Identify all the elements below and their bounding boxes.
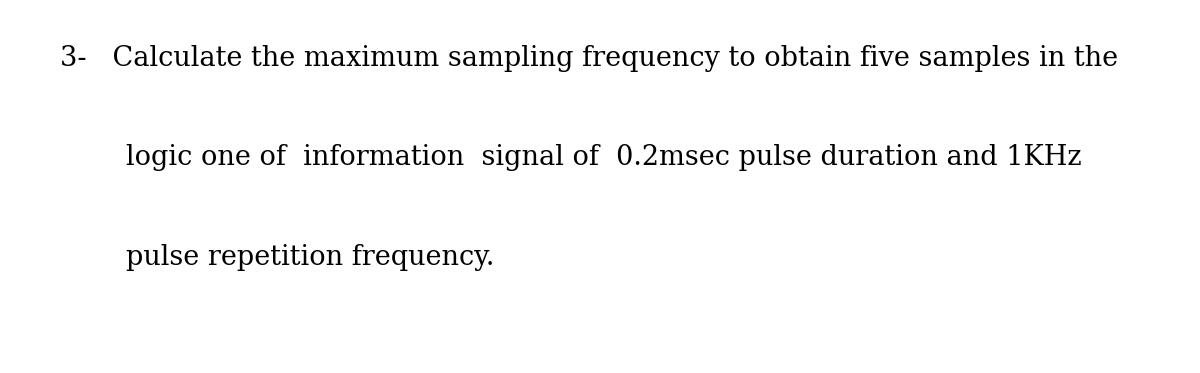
Text: 3-   Calculate the maximum sampling frequency to obtain five samples in the: 3- Calculate the maximum sampling freque… — [60, 45, 1118, 72]
Text: logic one of  information  signal of  0.2msec pulse duration and 1KHz: logic one of information signal of 0.2ms… — [126, 144, 1081, 170]
Text: pulse repetition frequency.: pulse repetition frequency. — [126, 244, 494, 271]
